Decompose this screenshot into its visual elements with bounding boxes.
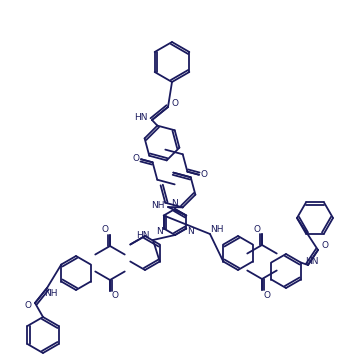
Text: N: N [172,199,179,208]
Text: O: O [24,301,32,310]
Text: O: O [172,99,179,108]
Text: NH: NH [151,201,165,210]
Text: N: N [156,226,163,235]
Text: O: O [132,154,140,163]
Text: O: O [264,291,270,300]
Text: HN: HN [305,257,319,266]
Text: NH: NH [44,289,58,298]
Text: O: O [111,292,118,301]
Text: O: O [254,225,260,234]
Text: O: O [101,225,108,234]
Text: O: O [322,242,329,251]
Text: HN: HN [134,113,148,122]
Text: O: O [201,170,207,179]
Text: N: N [187,226,194,235]
Text: HN: HN [136,230,150,239]
Text: NH: NH [210,225,224,234]
